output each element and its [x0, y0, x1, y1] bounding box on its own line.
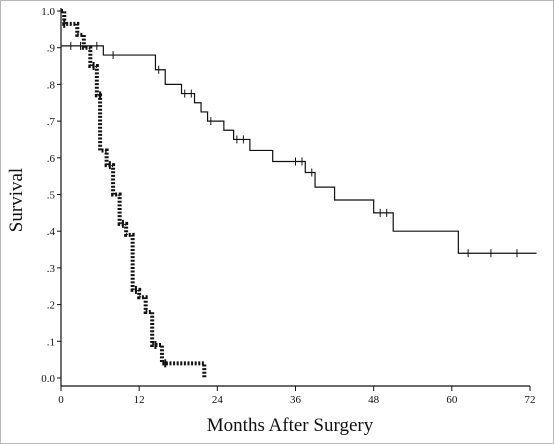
x-tick-label: 72: [525, 394, 536, 406]
y-tick-label: .8: [47, 79, 56, 91]
y-tick-label: .1: [47, 336, 55, 348]
x-tick-label: 0: [58, 394, 64, 406]
y-ticks: 0.0 .1 .2 .3 .4 .5 .6 .7 .8 .9 1.0: [41, 6, 61, 385]
y-tick-label: .4: [47, 226, 56, 238]
x-tick-label: 12: [134, 394, 145, 406]
y-tick-label: .7: [47, 116, 56, 128]
x-tick-label: 48: [368, 394, 380, 406]
dotted-survival-line: [61, 9, 207, 378]
x-tick-label: 60: [446, 394, 458, 406]
x-ticks: 0 12 24 36 48 60 72: [58, 386, 536, 406]
y-tick-label: .6: [47, 153, 56, 165]
solid-survival-line: [61, 45, 537, 254]
x-axis-title: Months After Surgery: [207, 415, 374, 436]
y-tick-label: .9: [47, 43, 56, 55]
y-axis-title: Survival: [6, 168, 27, 232]
series-dotted: [61, 9, 207, 378]
y-tick-label: 1.0: [41, 6, 55, 18]
series-solid: [61, 41, 537, 258]
y-tick-label: .5: [47, 190, 56, 202]
axes: [60, 8, 530, 387]
y-tick-label: .2: [47, 300, 55, 312]
y-tick-label: 0.0: [41, 373, 55, 385]
x-tick-label: 24: [212, 394, 224, 406]
y-tick-label: .3: [47, 263, 56, 275]
x-tick-label: 36: [290, 394, 302, 406]
series-layer: [61, 9, 537, 378]
